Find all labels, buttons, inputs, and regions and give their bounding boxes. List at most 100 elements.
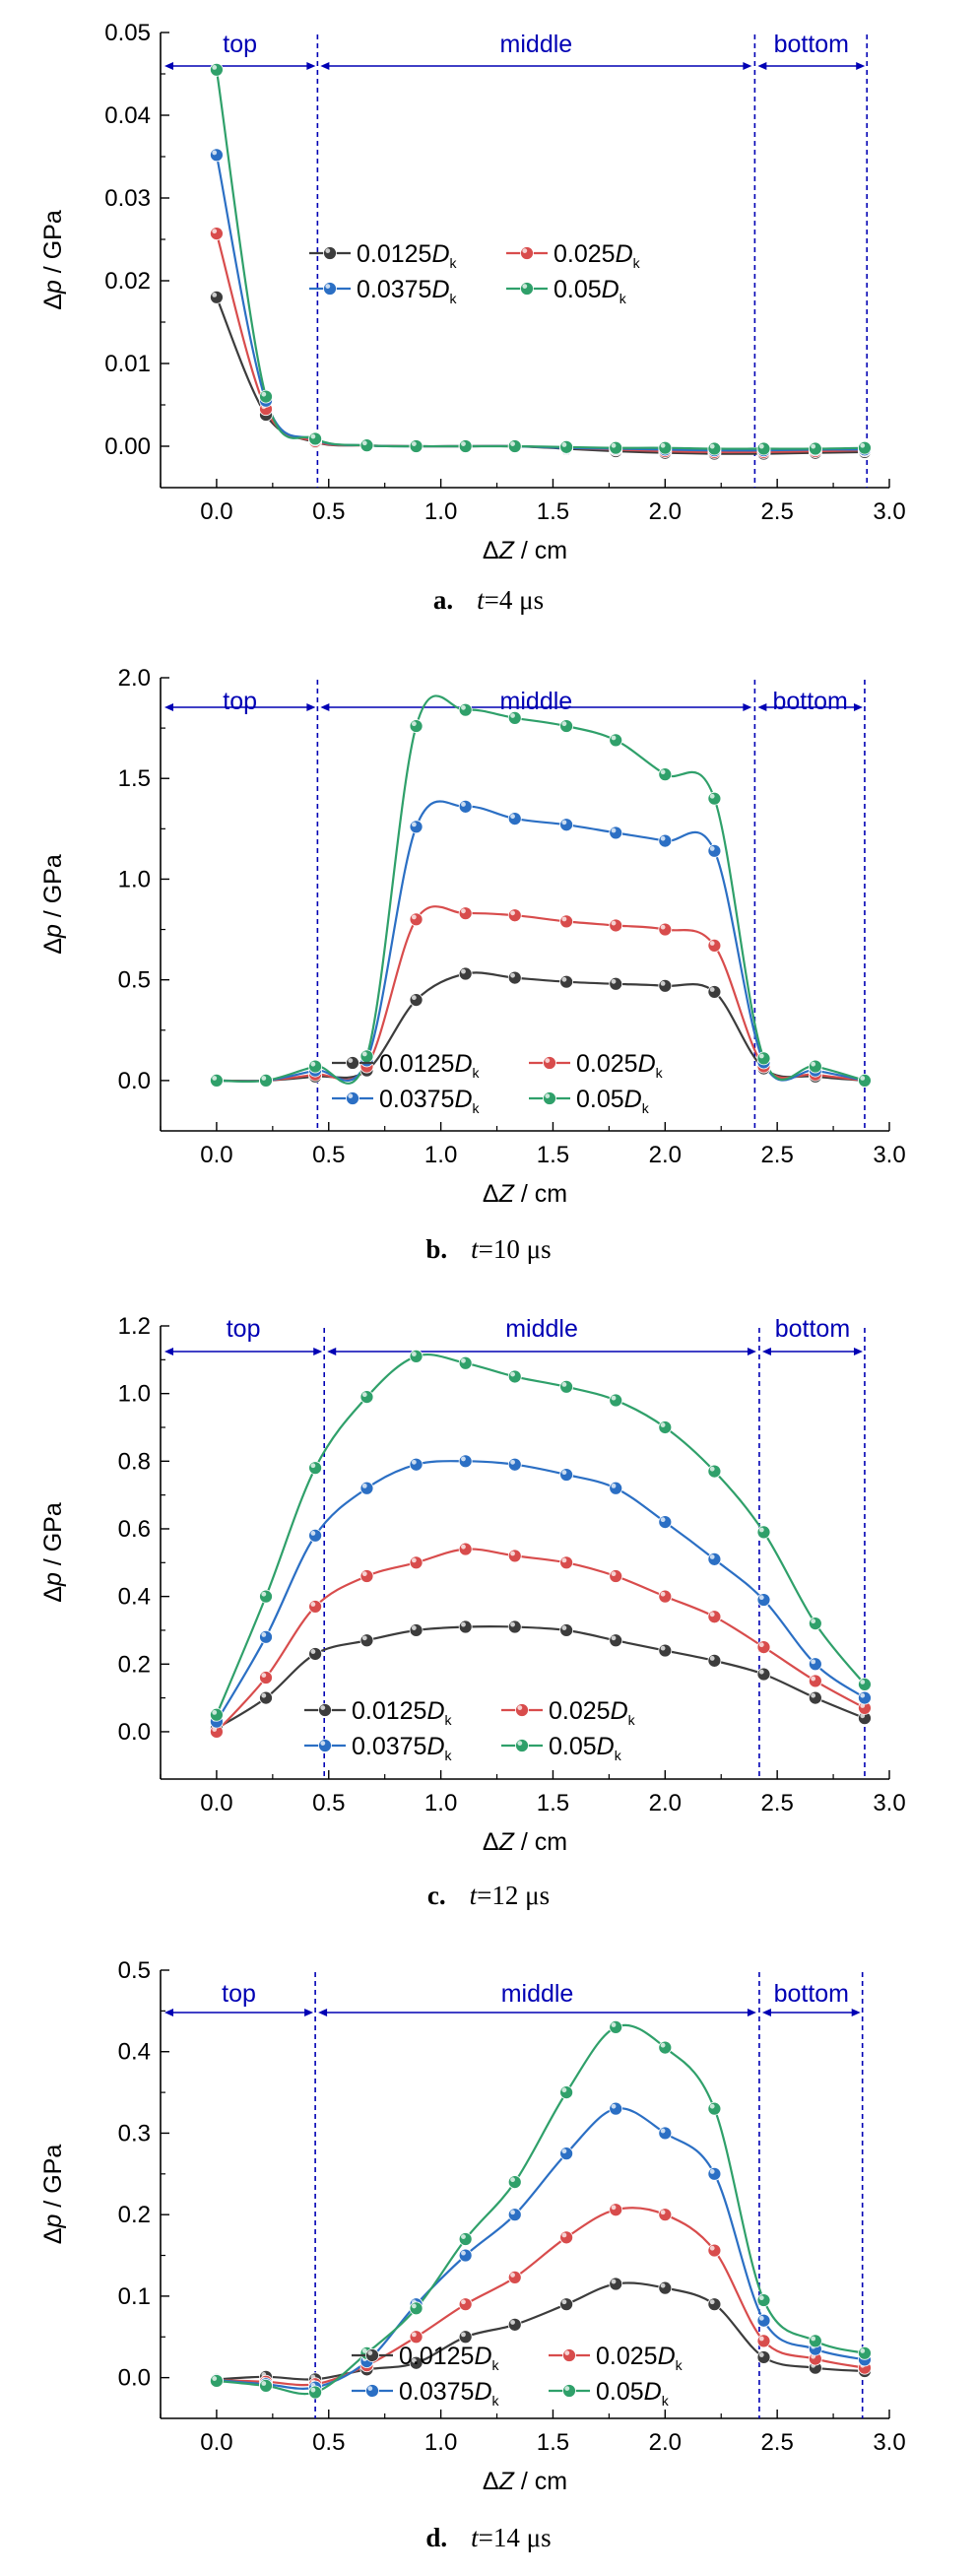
y-tick-label: 0.1 <box>118 2283 151 2310</box>
data-point <box>409 2301 423 2316</box>
region-arrow-middle: middle <box>320 31 752 70</box>
data-point <box>210 62 224 77</box>
region-arrow-bottom: bottom <box>757 31 866 70</box>
svg-text:0.0125Dk: 0.0125Dk <box>357 240 458 271</box>
data-point <box>507 710 522 725</box>
data-point <box>409 719 423 733</box>
data-point <box>458 966 473 981</box>
data-point <box>507 2175 522 2189</box>
y-tick-label: 0.2 <box>118 2202 151 2228</box>
x-tick-label: 1.5 <box>537 1790 569 1816</box>
y-tick-label: 0.0 <box>118 1068 151 1094</box>
data-point <box>458 2248 473 2263</box>
x-tick-label: 0.5 <box>312 1142 345 1168</box>
y-tick-label: 1.0 <box>118 866 151 892</box>
x-tick-label: 1.0 <box>424 1142 457 1168</box>
y-tick-label: 0.0 <box>118 1719 151 1746</box>
data-point <box>858 2345 872 2360</box>
data-point <box>609 1633 623 1648</box>
legend-entry-2: 0.025Dk <box>529 1050 664 1081</box>
data-point <box>259 1671 273 1684</box>
svg-text:0.025Dk: 0.025Dk <box>549 1697 636 1728</box>
data-point <box>658 2040 673 2055</box>
legend-entry-4: 0.05Dk <box>529 1086 650 1116</box>
data-point <box>409 2355 423 2370</box>
x-tick-label: 3.0 <box>873 498 905 525</box>
data-point <box>707 2166 722 2181</box>
data-point <box>609 918 623 933</box>
x-tick-label: 3.0 <box>873 1790 905 1816</box>
data-point <box>707 441 722 456</box>
data-point <box>308 1647 323 1661</box>
x-tick-label: 2.0 <box>649 1142 682 1168</box>
svg-text:0.05Dk: 0.05Dk <box>576 1086 650 1116</box>
x-tick-label: 1.5 <box>537 498 569 525</box>
data-point <box>507 1549 522 1563</box>
data-point <box>658 978 673 993</box>
data-point <box>259 1589 273 1604</box>
data-point <box>858 1677 872 1691</box>
region-label-top: top <box>227 1315 261 1343</box>
data-point <box>559 1555 574 1570</box>
x-tick-label: 2.5 <box>760 2429 793 2456</box>
y-tick-label: 0.4 <box>118 1584 151 1611</box>
x-tick-label: 0.0 <box>200 2429 232 2456</box>
x-tick-label: 2.5 <box>760 1790 793 1816</box>
data-point <box>658 1420 673 1434</box>
y-axis-label: Δp / GPa <box>39 210 67 310</box>
region-arrow-top: top <box>164 1980 314 2016</box>
data-point <box>210 227 224 241</box>
data-point <box>808 2334 822 2348</box>
y-tick-label: 0.3 <box>118 2120 151 2147</box>
legend-entry-3: 0.0375Dk <box>352 2378 500 2409</box>
svg-text:0.0375Dk: 0.0375Dk <box>399 2378 500 2409</box>
svg-text:0.025Dk: 0.025Dk <box>576 1050 664 1081</box>
series-line-3 <box>215 1460 866 1723</box>
data-point <box>756 2350 771 2364</box>
data-point <box>507 1457 522 1472</box>
data-point <box>507 812 522 826</box>
data-point <box>559 2297 574 2312</box>
data-point <box>507 1369 522 1384</box>
y-tick-label: 2.0 <box>118 665 151 692</box>
data-point <box>559 974 574 989</box>
data-point <box>359 438 374 453</box>
data-point <box>756 1640 771 1655</box>
legend-marker <box>515 1739 529 1752</box>
legend-entry-2: 0.025Dk <box>501 1697 636 1728</box>
data-point <box>458 2232 473 2246</box>
x-tick-label: 3.0 <box>873 2429 905 2456</box>
legend-entry-3: 0.0375Dk <box>332 1086 481 1116</box>
region-arrow-top: top <box>164 688 316 715</box>
data-point <box>409 1349 423 1363</box>
data-point <box>707 843 722 858</box>
data-point <box>756 2313 771 2328</box>
x-tick-label: 0.0 <box>200 1790 232 1816</box>
legend-marker <box>515 1703 529 1717</box>
x-axis-label: ΔZ / cm <box>483 537 567 564</box>
x-tick-label: 1.5 <box>537 2429 569 2456</box>
data-point <box>409 993 423 1008</box>
data-point <box>458 702 473 717</box>
x-tick-label: 0.5 <box>312 2429 345 2456</box>
x-tick-label: 0.0 <box>200 1142 232 1168</box>
data-point <box>609 2101 623 2116</box>
chart-panel-3: 0.0 0.5 1.0 1.5 2.0 2.5 3.0 0.0 0.2 0.4 0.6 0.8 1.0 1… <box>39 1313 906 1910</box>
data-point <box>559 1379 574 1394</box>
data-point <box>808 1674 822 1688</box>
data-point <box>559 2147 574 2161</box>
data-point <box>458 799 473 814</box>
x-tick-label: 2.0 <box>649 498 682 525</box>
data-point <box>658 2126 673 2141</box>
data-point <box>609 826 623 840</box>
x-tick-label: 2.5 <box>760 498 793 525</box>
data-point <box>458 1355 473 1370</box>
panel-caption: b. t=10 μs <box>425 1234 551 1264</box>
legend-marker <box>318 1703 332 1717</box>
y-tick-label: 0.00 <box>104 433 151 460</box>
data-point <box>609 2203 623 2217</box>
data-point <box>756 1525 771 1540</box>
legend-marker <box>365 2384 379 2398</box>
legend-marker <box>520 246 534 260</box>
data-point <box>458 439 473 453</box>
